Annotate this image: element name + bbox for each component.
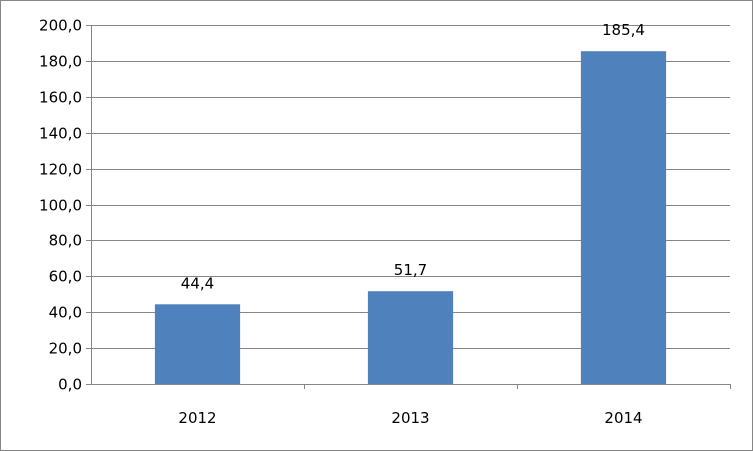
y-tick-label: 60,0 — [49, 268, 82, 286]
y-tick-label: 20,0 — [49, 340, 82, 358]
x-tick-label: 2013 — [391, 409, 429, 427]
bar — [580, 51, 667, 384]
x-tick-label: 2014 — [604, 409, 642, 427]
data-label: 51,7 — [394, 261, 427, 279]
bar — [154, 304, 241, 384]
y-tick-label: 200,0 — [39, 17, 82, 35]
y-tick-label: 0,0 — [58, 376, 82, 394]
x-tick-label: 2012 — [178, 409, 216, 427]
y-tick-label: 40,0 — [49, 304, 82, 322]
y-tick-label: 160,0 — [39, 89, 82, 107]
labels: 0,0 20,0 40,0 60,0 80,0 100,0 120,0 140,0 160,0 1… — [39, 17, 645, 428]
y-tick-label: 120,0 — [39, 161, 82, 179]
axes — [86, 25, 731, 389]
y-tick-label: 180,0 — [39, 53, 82, 71]
y-tick-label: 100,0 — [39, 197, 82, 215]
bars — [154, 51, 667, 384]
data-label: 44,4 — [181, 274, 214, 292]
bar — [367, 291, 454, 384]
data-label: 185,4 — [602, 21, 645, 39]
y-tick-label: 140,0 — [39, 125, 82, 143]
y-tick-label: 80,0 — [49, 232, 82, 250]
